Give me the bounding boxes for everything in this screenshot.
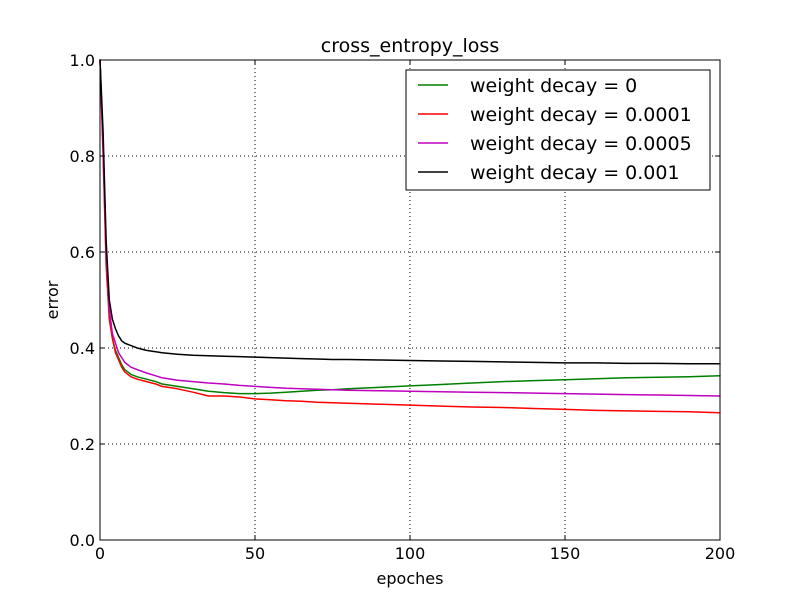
chart-title: cross_entropy_loss <box>321 35 499 57</box>
x-tick-label: 50 <box>245 544 265 563</box>
y-axis-label: error <box>43 280 62 319</box>
series-line <box>99 59 721 414</box>
y-tick-label: 1.0 <box>70 51 95 70</box>
legend-label: weight decay = 0.0005 <box>470 133 692 155</box>
legend-label: weight decay = 0 <box>470 75 637 97</box>
legend: weight decay = 0 weight decay = 0.0001 wei… <box>405 69 711 191</box>
y-tick-label: 0.2 <box>70 435 95 454</box>
series-lines <box>99 59 721 414</box>
y-tick-label: 0.8 <box>70 147 95 166</box>
x-tick-label: 0 <box>95 544 105 563</box>
legend-label: weight decay = 0.0001 <box>470 104 692 126</box>
x-tick-label: 100 <box>395 544 426 563</box>
series-line <box>99 59 721 397</box>
x-tick-label: 150 <box>550 544 581 563</box>
axis-ticks: 0 50 100 150 200 0.0 0.2 0.4 0.6 0.8 1.0 <box>70 51 736 563</box>
series-line <box>99 59 721 365</box>
x-axis-label: epoches <box>377 569 444 588</box>
legend-box <box>405 69 711 191</box>
y-tick-label: 0.4 <box>70 339 95 358</box>
y-tick-label: 0.6 <box>70 243 95 262</box>
legend-label: weight decay = 0.001 <box>470 162 680 184</box>
y-tick-label: 0.0 <box>70 531 95 550</box>
series-line <box>99 59 721 395</box>
x-tick-label: 200 <box>705 544 736 563</box>
